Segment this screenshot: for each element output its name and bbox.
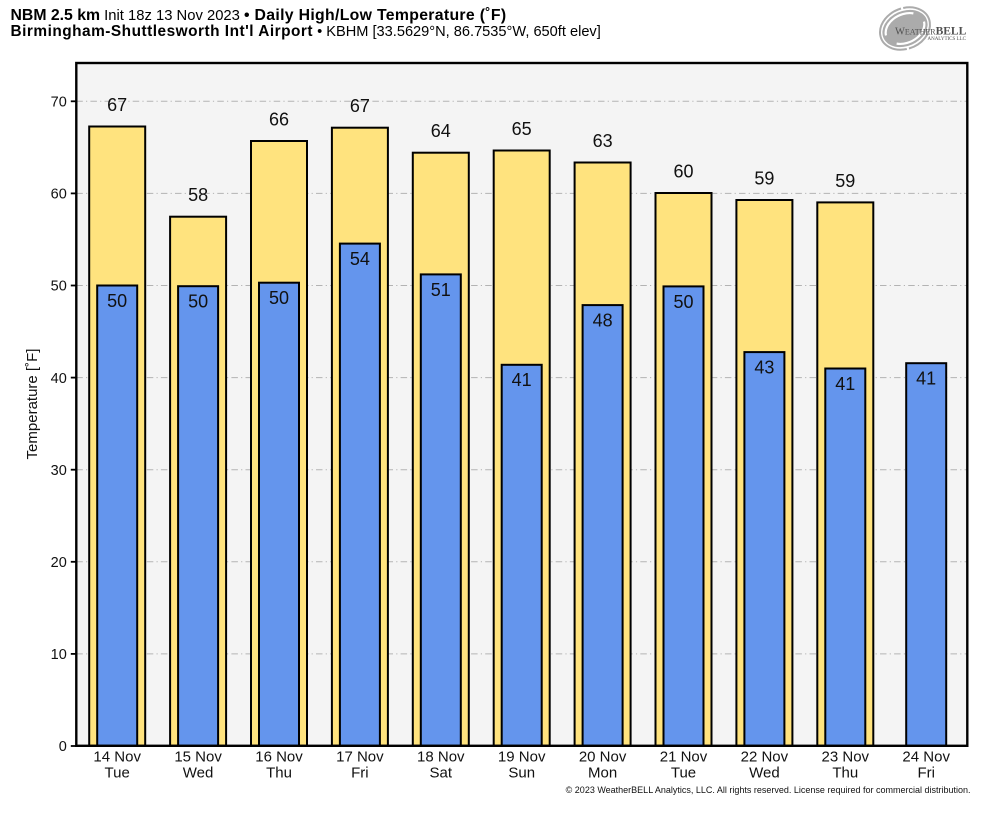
svg-text:67: 67 bbox=[350, 96, 370, 116]
svg-text:Wed: Wed bbox=[749, 765, 780, 782]
svg-text:Fri: Fri bbox=[917, 765, 935, 782]
svg-text:63: 63 bbox=[593, 131, 613, 151]
svg-text:43: 43 bbox=[754, 358, 774, 378]
svg-text:70: 70 bbox=[51, 95, 67, 111]
svg-text:51: 51 bbox=[431, 280, 451, 300]
svg-text:Wed: Wed bbox=[183, 765, 214, 782]
svg-text:0: 0 bbox=[59, 739, 67, 755]
svg-text:24 Nov: 24 Nov bbox=[902, 749, 950, 766]
svg-text:50: 50 bbox=[51, 279, 67, 295]
svg-text:Mon: Mon bbox=[588, 765, 617, 782]
svg-text:59: 59 bbox=[754, 169, 774, 189]
svg-text:17 Nov: 17 Nov bbox=[336, 749, 384, 766]
svg-text:64: 64 bbox=[431, 121, 451, 141]
svg-text:50: 50 bbox=[107, 291, 127, 311]
svg-text:18 Nov: 18 Nov bbox=[417, 749, 465, 766]
svg-text:66: 66 bbox=[269, 110, 289, 130]
svg-text:Thu: Thu bbox=[832, 765, 858, 782]
svg-text:21 Nov: 21 Nov bbox=[660, 749, 708, 766]
svg-text:22 Nov: 22 Nov bbox=[741, 749, 789, 766]
svg-text:Thu: Thu bbox=[266, 765, 292, 782]
svg-text:50: 50 bbox=[188, 292, 208, 312]
svg-text:Tue: Tue bbox=[671, 765, 696, 782]
svg-text:Tue: Tue bbox=[105, 765, 130, 782]
svg-text:14 Nov: 14 Nov bbox=[93, 749, 141, 766]
svg-text:15 Nov: 15 Nov bbox=[174, 749, 222, 766]
svg-text:40: 40 bbox=[51, 371, 67, 387]
svg-text:30: 30 bbox=[51, 463, 67, 479]
svg-text:60: 60 bbox=[51, 187, 67, 203]
svg-text:54: 54 bbox=[350, 249, 370, 269]
svg-text:41: 41 bbox=[512, 370, 532, 390]
svg-text:58: 58 bbox=[188, 185, 208, 205]
svg-text:16 Nov: 16 Nov bbox=[255, 749, 303, 766]
svg-text:NBM 2.5 km Init 18z 13 Nov 202: NBM 2.5 km Init 18z 13 Nov 2023 • Daily … bbox=[11, 7, 507, 24]
svg-text:50: 50 bbox=[673, 292, 693, 312]
svg-text:Sat: Sat bbox=[430, 765, 453, 782]
svg-text:65: 65 bbox=[512, 119, 532, 139]
svg-text:48: 48 bbox=[593, 311, 613, 331]
svg-text:20 Nov: 20 Nov bbox=[579, 749, 627, 766]
svg-text:41: 41 bbox=[835, 374, 855, 394]
svg-text:ANALYTICS LLC: ANALYTICS LLC bbox=[927, 37, 966, 42]
svg-text:© 2023 WeatherBELL Analytics,: © 2023 WeatherBELL Analytics, LLC. All r… bbox=[566, 785, 971, 795]
svg-text:67: 67 bbox=[107, 95, 127, 115]
svg-text:Fri: Fri bbox=[351, 765, 369, 782]
svg-text:50: 50 bbox=[269, 288, 289, 308]
svg-text:41: 41 bbox=[916, 369, 936, 389]
svg-text:Temperature [˚F]: Temperature [˚F] bbox=[24, 349, 41, 460]
svg-text:59: 59 bbox=[835, 171, 855, 191]
svg-text:23 Nov: 23 Nov bbox=[822, 749, 870, 766]
svg-text:Sun: Sun bbox=[508, 765, 535, 782]
svg-text:19 Nov: 19 Nov bbox=[498, 749, 546, 766]
svg-text:WEATHERBELL: WEATHERBELL bbox=[895, 26, 967, 38]
svg-text:60: 60 bbox=[673, 162, 693, 182]
svg-text:Birmingham-Shuttlesworth Intʹl: Birmingham-Shuttlesworth Intʹl Airport •… bbox=[11, 23, 601, 40]
svg-text:20: 20 bbox=[51, 555, 67, 571]
svg-text:10: 10 bbox=[51, 647, 67, 663]
